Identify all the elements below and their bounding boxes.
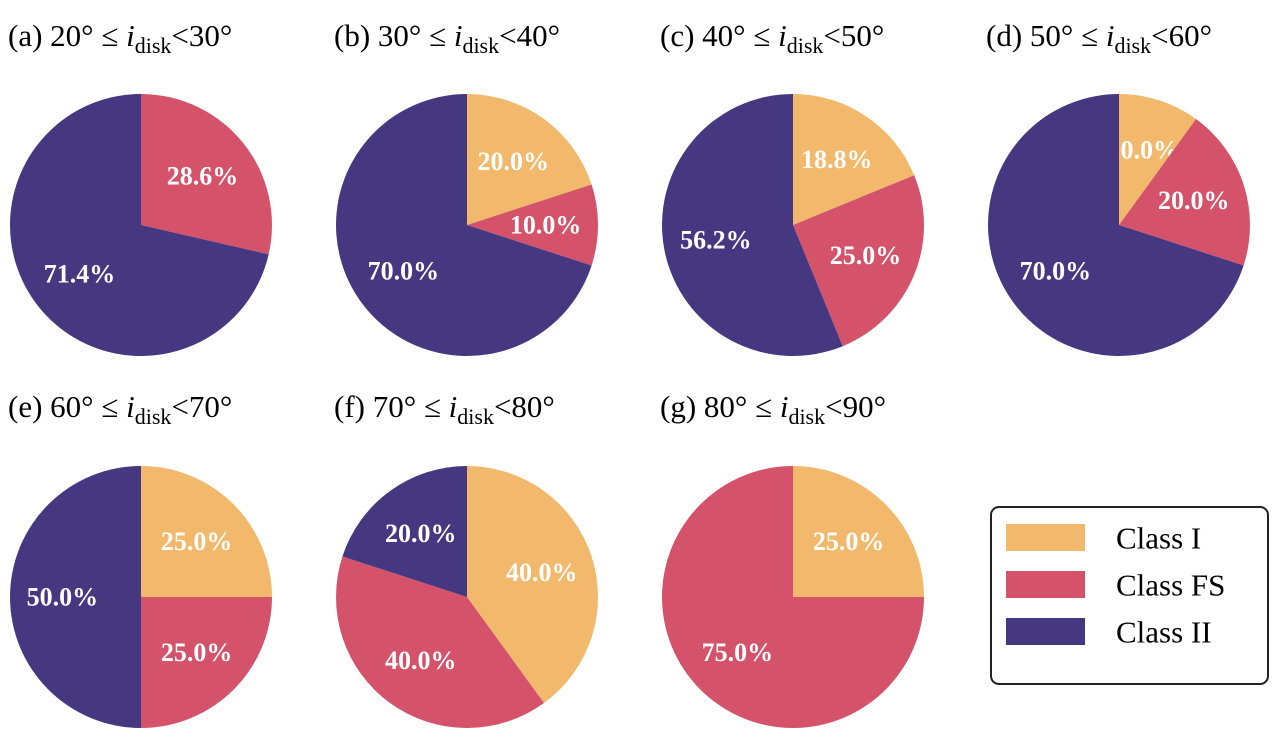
pie-panel-e: (e) 60° ≤ idisk<70° 25.0% 25.0% 50.0%	[8, 389, 272, 728]
pie-slice-e-class-i	[141, 466, 272, 597]
slice-label-c-class-ii: 56.2%	[680, 226, 752, 255]
panel-title-c: (c) 40° ≤ idisk<50°	[660, 18, 884, 58]
pie-slice-c-class-fs	[793, 175, 925, 347]
panel-title-f: (f) 70° ≤ idisk<80°	[334, 389, 555, 429]
slice-label-b-class-fs: 10.0%	[510, 211, 582, 240]
slice-label-f-class-fs: 40.0%	[385, 646, 457, 675]
slice-label-c-class-i: 18.8%	[801, 145, 873, 174]
pie-slice-b-class-fs	[467, 184, 599, 266]
pie-panel-d: (d) 50° ≤ idisk<60°10.0%20.0%70.0%	[986, 18, 1251, 357]
slice-label-f-class-ii: 20.0%	[385, 519, 457, 548]
legend-swatch-class-fs	[1006, 571, 1085, 598]
legend-label-class-ii: Class II	[1116, 615, 1212, 650]
panel-title-a: (a) 20° ≤ idisk<30°	[8, 18, 232, 58]
slice-label-f-class-i: 40.0%	[506, 558, 578, 587]
pie-slice-c-class-i	[793, 94, 915, 225]
pie-slice-g-class-fs	[662, 466, 924, 728]
panel-title-d: (d) 50° ≤ idisk<60°	[986, 18, 1212, 58]
slice-label-b-class-ii: 70.0%	[368, 257, 440, 286]
pie-slice-d-class-ii	[988, 94, 1244, 357]
slice-label-a-class-ii: 71.4%	[44, 260, 116, 289]
pie-panel-f: (f) 70° ≤ idisk<80° 40.0% 40.0% 20.0%	[334, 389, 598, 728]
pie-panel-a: (a) 20° ≤ idisk<30° 28.6% 71.4%	[8, 18, 272, 356]
pie-panel-c: (c) 40° ≤ idisk<50° 18.8% 25.0% 56.2%	[660, 18, 925, 356]
pie-slice-f-class-fs	[335, 556, 544, 728]
pie-slice-b-class-ii	[336, 94, 592, 357]
pie-slice-a-class-fs	[141, 94, 272, 255]
slice-label-d-class-ii: 70.0%	[1020, 257, 1092, 286]
pie-slice-f-class-ii	[342, 466, 467, 597]
panel-title-g: (g) 80° ≤ idisk<90°	[660, 389, 886, 429]
slice-label-e-class-i: 25.0%	[161, 527, 233, 556]
slice-label-e-class-fs: 25.0%	[161, 638, 233, 667]
slice-label-a-class-fs: 28.6%	[167, 162, 239, 191]
pie-slice-d-class-i	[1119, 94, 1196, 225]
legend-label-class-i: Class I	[1116, 521, 1201, 556]
slice-label-g-class-i: 25.0%	[813, 527, 885, 556]
legend-swatch-class-ii	[1006, 618, 1085, 645]
slice-label-g-class-fs: 75.0%	[702, 638, 774, 667]
legend: Class I Class FS Class II	[990, 506, 1269, 685]
pie-panel-g: (g) 80° ≤ idisk<90° 25.0% 75.0%	[660, 389, 924, 728]
slice-label-e-class-ii: 50.0%	[27, 583, 99, 612]
pie-slice-f-class-i	[467, 466, 598, 703]
slice-label-d-class-fs: 20.0%	[1158, 186, 1230, 215]
panel-title-e: (e) 60° ≤ idisk<70°	[8, 389, 232, 429]
pie-slice-c-class-ii	[662, 94, 843, 356]
pie-slice-e-class-fs	[141, 597, 272, 728]
legend-label-class-fs: Class FS	[1116, 568, 1225, 603]
pie-slice-a-class-ii	[9, 94, 269, 356]
legend-swatch-class-i	[1006, 524, 1085, 551]
slice-label-c-class-fs: 25.0%	[830, 241, 902, 270]
pie-panel-b: (b) 30° ≤ idisk<40° 20.0% 10.0% 70.0%	[334, 18, 599, 357]
pie-slice-b-class-i	[467, 94, 592, 225]
pie-slice-e-class-ii	[10, 466, 141, 728]
pie-slice-d-class-fs	[1119, 119, 1251, 266]
panel-title-b: (b) 30° ≤ idisk<40°	[334, 18, 560, 58]
pie-slice-g-class-i	[793, 466, 924, 597]
slice-label-b-class-i: 20.0%	[477, 147, 549, 176]
